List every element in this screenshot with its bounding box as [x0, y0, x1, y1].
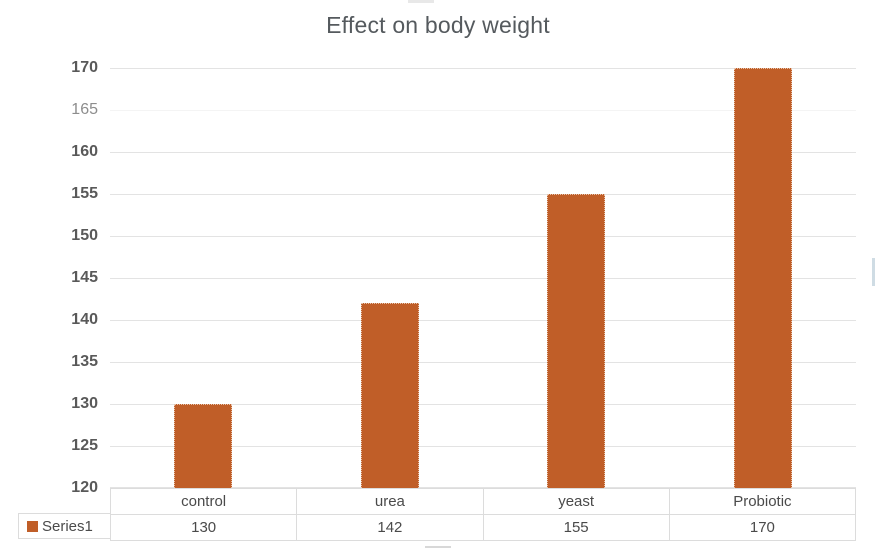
chart-legend[interactable]: Series1 [18, 513, 110, 539]
table-row-categories: control urea yeast Probiotic [109, 488, 857, 515]
gridline-125 [110, 446, 856, 447]
y-tick-150: 150 [71, 227, 98, 244]
gridline-170 [110, 68, 856, 69]
y-tick-145: 145 [71, 269, 98, 286]
y-tick-155: 155 [71, 185, 98, 202]
gridline-130 [110, 404, 856, 405]
y-tick-170: 170 [71, 59, 98, 76]
render-artifact-bottom [425, 546, 451, 548]
gridline-140 [110, 320, 856, 321]
gridline-150 [110, 236, 856, 237]
y-tick-140: 140 [71, 311, 98, 328]
gridline-155 [110, 194, 856, 195]
y-tick-165: 165 [71, 101, 98, 118]
bar-control[interactable] [174, 404, 233, 488]
y-tick-125: 125 [71, 437, 98, 454]
table-header-yeast: yeast [482, 488, 670, 515]
plot-area [110, 68, 856, 488]
table-value-urea: 142 [296, 514, 484, 541]
gridline-165 [110, 110, 856, 111]
chart-data-table: control urea yeast Probiotic 130 142 155… [109, 488, 857, 541]
bar-yeast[interactable] [547, 194, 606, 488]
table-row-series1: 130 142 155 170 [109, 514, 857, 541]
y-tick-160: 160 [71, 143, 98, 160]
gridline-160 [110, 152, 856, 153]
y-tick-120: 120 [71, 479, 98, 496]
legend-label-series1: Series1 [42, 517, 93, 535]
gridline-145 [110, 278, 856, 279]
render-artifact-right [872, 258, 875, 286]
y-axis: 170 165 160 155 150 145 140 135 130 125 … [40, 59, 98, 496]
gridline-135 [110, 362, 856, 363]
table-header-probiotic: Probiotic [668, 488, 857, 515]
series1-color-swatch [27, 520, 38, 532]
y-tick-135: 135 [71, 353, 98, 370]
bar-urea[interactable] [360, 303, 419, 488]
render-artifact-top [408, 0, 434, 3]
chart-title: Effect on body weight [326, 12, 550, 38]
table-value-yeast: 155 [482, 514, 670, 541]
table-value-control: 130 [109, 514, 298, 541]
table-value-probiotic: 170 [668, 514, 857, 541]
bar-probiotic[interactable] [733, 68, 792, 488]
table-header-urea: urea [296, 488, 484, 515]
y-tick-130: 130 [71, 395, 98, 412]
table-header-control: control [109, 488, 298, 515]
gridline-120 [110, 487, 856, 488]
